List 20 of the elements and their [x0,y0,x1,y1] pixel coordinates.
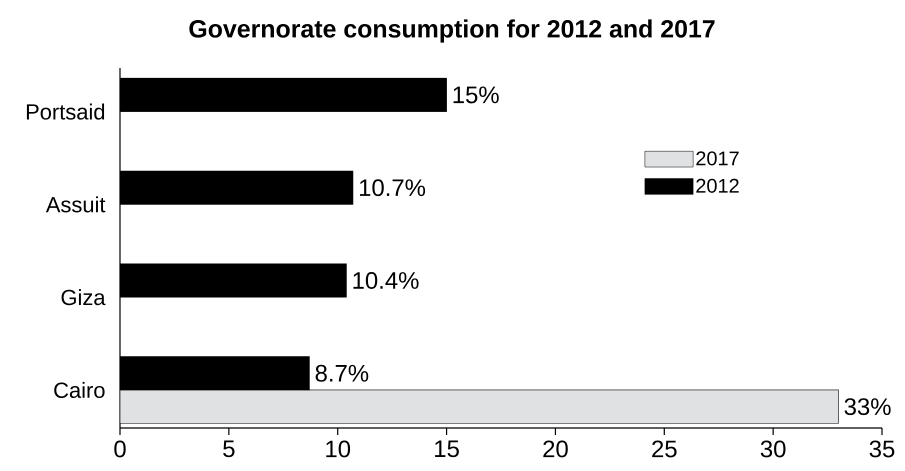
data-label: 33% [844,398,891,416]
data-label: 8.7% [316,364,368,382]
x-tick-label: 15 [435,440,459,458]
x-tick-label: 30 [760,440,786,458]
x-tick-label: 35 [870,440,894,458]
data-label: 15% [454,86,499,104]
y-tick-label: Cairo [54,382,105,398]
y-tick-label: Portsaid [26,104,104,120]
x-tick-label: 25 [652,440,677,458]
y-tick-label: Assuit [46,196,106,212]
x-tick-label: 0 [114,440,126,458]
data-label: 10.7% [360,179,426,196]
x-tick-label: 5 [223,440,235,458]
x-tick-label: 20 [543,440,568,458]
x-tick-label: 10 [326,440,350,458]
data-label: 10.4% [353,272,419,289]
y-tick-label: Giza [62,289,106,306]
legend-label: 2017 [696,151,739,166]
chart-title: Governorate consumption for 2012 and 2017 [189,19,715,43]
legend-label: 2012 [696,178,739,193]
